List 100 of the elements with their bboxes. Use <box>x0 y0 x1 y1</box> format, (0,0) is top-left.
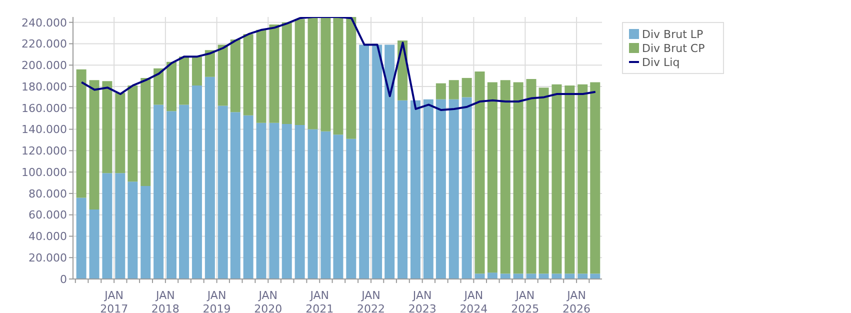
bar <box>462 97 472 279</box>
bar <box>282 22 292 124</box>
bar <box>372 44 382 279</box>
bar <box>230 112 240 279</box>
bar <box>308 17 318 130</box>
bar <box>474 274 485 279</box>
bar <box>128 182 138 279</box>
bar <box>564 274 575 279</box>
bar <box>294 125 305 279</box>
bar <box>269 24 280 123</box>
y-tick-label: 60.000 <box>28 208 67 222</box>
bar <box>359 44 370 279</box>
y-tick-label: 220.000 <box>22 38 67 51</box>
bar <box>526 274 536 279</box>
bar <box>89 209 100 279</box>
bar <box>102 173 112 279</box>
bar <box>346 138 356 279</box>
y-tick-label: 120.000 <box>22 144 67 158</box>
x-tick-label: JAN 2020 <box>254 288 282 313</box>
y-tick-label: 0 <box>60 272 67 286</box>
bar <box>308 129 318 279</box>
y-tick-label: 20.000 <box>28 252 67 265</box>
bar <box>166 111 177 279</box>
y-tick-label: 160.000 <box>22 102 67 115</box>
bar <box>578 274 588 279</box>
bar <box>436 99 446 279</box>
y-tick-label: 140.000 <box>22 123 67 136</box>
bar <box>294 19 305 126</box>
bar <box>500 274 510 279</box>
bar <box>590 82 600 274</box>
bar <box>513 274 524 279</box>
bar <box>76 198 86 279</box>
bar <box>115 173 126 279</box>
x-tick-label: JAN 2021 <box>306 288 334 313</box>
bar <box>115 92 126 174</box>
bar <box>204 76 215 279</box>
bar <box>128 85 138 182</box>
bar <box>564 85 575 274</box>
bar <box>333 134 344 279</box>
bar <box>320 17 331 132</box>
bar <box>230 39 240 112</box>
bar <box>243 34 254 116</box>
line-series <box>80 17 596 112</box>
bar <box>166 62 177 112</box>
y-tick-label: 180.000 <box>22 80 67 94</box>
bar <box>538 274 549 279</box>
x-tick-label: JAN 2023 <box>408 288 436 313</box>
x-tick-label: JAN 2019 <box>202 288 231 313</box>
bar <box>204 50 215 77</box>
x-tick-label: JAN 2017 <box>100 288 128 313</box>
bar <box>410 100 420 279</box>
bar <box>448 80 459 100</box>
bar <box>552 84 562 274</box>
x-tick-label: JAN 2025 <box>511 288 540 313</box>
bar <box>578 84 588 274</box>
bar <box>320 131 331 279</box>
bar <box>154 68 164 105</box>
bar <box>179 104 190 279</box>
bar <box>398 100 408 279</box>
bar <box>218 44 228 106</box>
x-tick-label: JAN 2022 <box>356 288 385 313</box>
bar <box>243 115 254 279</box>
bar <box>282 124 292 279</box>
bar <box>538 88 549 274</box>
bar <box>513 82 524 274</box>
bar <box>192 85 202 279</box>
bar <box>552 274 562 279</box>
x-tick-label: JAN 2018 <box>151 288 180 313</box>
bar <box>218 106 228 279</box>
bar <box>590 274 600 279</box>
bar <box>333 17 344 135</box>
bar <box>140 186 151 279</box>
x-tick-label: JAN 2026 <box>562 288 591 313</box>
bar <box>462 78 472 98</box>
bar <box>256 30 266 123</box>
bar <box>384 44 395 279</box>
bar <box>474 72 485 274</box>
bar <box>256 122 266 279</box>
y-tick-label: 200.000 <box>22 59 67 72</box>
y-tick-label: 40.000 <box>28 230 67 244</box>
bar <box>102 81 112 174</box>
legend-label: Div Liq <box>642 56 680 68</box>
y-tick-label: 240.000 <box>22 16 67 30</box>
x-tick-label: JAN 2024 <box>460 288 488 313</box>
bar <box>487 272 498 279</box>
bar <box>154 104 164 279</box>
bar <box>346 17 356 139</box>
bar <box>76 69 86 198</box>
bar <box>179 56 190 105</box>
legend-label: Div Brut LP <box>642 28 704 40</box>
legend-label: Div Brut CP <box>642 42 705 54</box>
y-tick-label: 80.000 <box>28 187 67 200</box>
bar <box>192 56 202 86</box>
bar <box>487 82 498 273</box>
bar <box>89 80 100 210</box>
bar <box>140 78 151 186</box>
bar <box>269 122 280 279</box>
bar <box>526 79 536 274</box>
bar <box>448 99 459 279</box>
bar <box>436 83 446 100</box>
